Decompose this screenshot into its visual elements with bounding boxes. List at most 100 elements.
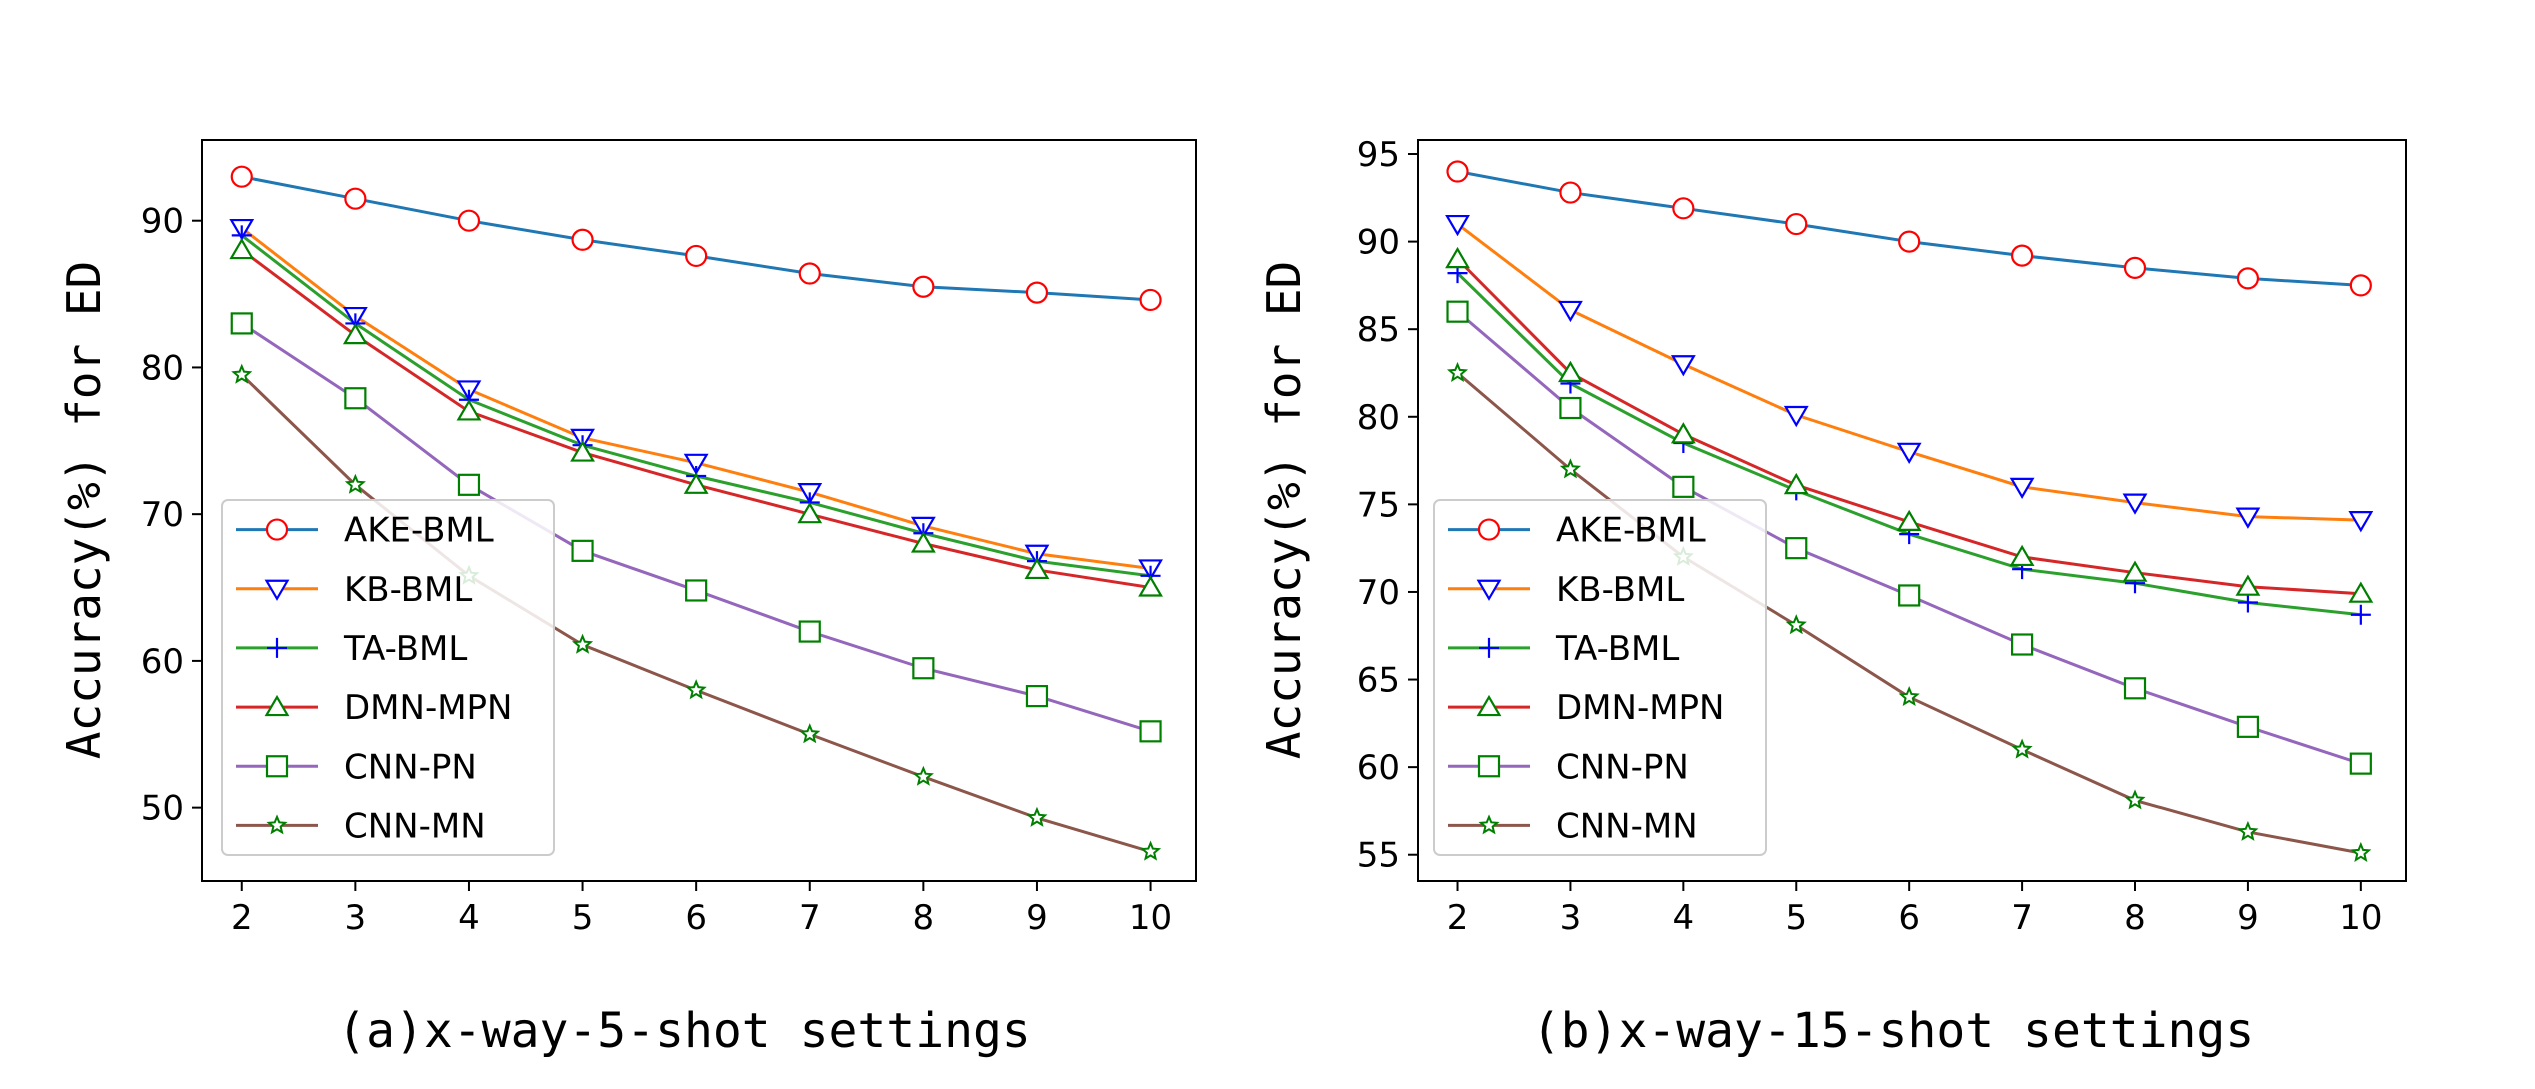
point-cnn-pn-b-2	[1672, 475, 1695, 498]
point-cnn-mn-b-6	[2124, 789, 2146, 810]
point-cnn-mn-a-7	[1026, 806, 1048, 827]
point-kb-bml-b-4	[1896, 442, 1922, 464]
point-ake-bml-a-1	[344, 187, 367, 210]
point-cnn-mn-a-8	[1140, 840, 1162, 861]
legend-label-ake-bml-b: AKE-BML	[1556, 511, 1706, 551]
plot-frame-b	[1417, 139, 2407, 882]
point-dmn-mpn-b-6	[2122, 560, 2148, 582]
x-tick-label-a-8: 10	[1129, 898, 1172, 938]
point-cnn-pn-b-3	[1785, 537, 1808, 560]
point-cnn-mn-b-0	[1446, 361, 1469, 382]
x-tick-label-a-5: 7	[799, 898, 821, 938]
point-cnn-pn-a-0	[230, 312, 253, 335]
plot-markers-a	[229, 165, 1163, 861]
point-ake-bml-a-0	[230, 165, 253, 188]
point-cnn-pn-b-0	[1446, 300, 1469, 323]
point-cnn-mn-a-1	[344, 473, 366, 494]
point-ake-bml-a-4	[685, 244, 708, 268]
point-cnn-mn-b-5	[2011, 738, 2033, 759]
point-ake-bml-a-2	[457, 209, 481, 232]
point-cnn-pn-a-4	[685, 579, 708, 602]
y-tick-label-b-5: 80	[1357, 398, 1400, 438]
y-tick-label-b-3: 70	[1357, 573, 1400, 613]
y-axis-label-a: Accuracy(%) for ED	[57, 261, 111, 760]
point-ake-bml-b-6	[2123, 256, 2147, 279]
point-cnn-mn-a-6	[912, 765, 934, 786]
x-tick-label-a-1: 3	[345, 898, 367, 938]
x-tick-label-b-6: 8	[2124, 898, 2146, 938]
y-tick-label-a-4: 90	[141, 202, 184, 242]
x-tick-label-b-2: 4	[1673, 898, 1695, 938]
point-cnn-pn-a-3	[571, 539, 594, 562]
legend-marker-cnn-mn-b	[1478, 814, 1500, 835]
point-kb-bml-b-1	[1558, 300, 1583, 323]
y-tick-label-b-2: 65	[1357, 661, 1400, 701]
point-cnn-mn-b-7	[2237, 820, 2259, 841]
legend-label-dmn-mpn-b: DMN-MPN	[1556, 688, 1725, 728]
legend-marker-kb-bml-b	[1476, 579, 1502, 601]
point-cnn-mn-b-8	[2350, 841, 2372, 862]
plot-frame-a	[201, 139, 1197, 882]
point-cnn-pn-b-8	[2349, 752, 2372, 775]
y-axis-b: 55 60 65 70 75 80 85 90 95	[1357, 135, 1418, 876]
point-dmn-mpn-a-4	[683, 472, 709, 494]
y-tick-label-b-0: 55	[1357, 836, 1400, 876]
point-dmn-mpn-b-0	[1445, 246, 1470, 269]
point-ake-bml-b-8	[2349, 274, 2372, 297]
point-cnn-pn-b-4	[1898, 584, 1921, 607]
x-tick-label-a-7: 9	[1026, 898, 1048, 938]
chart-panel-a: 2 3 4 5 6 7 8 9 10 50 60 70 80 90 Accuracy(%) for ED…	[57, 139, 1197, 1059]
y-tick-label-b-1: 60	[1357, 748, 1400, 788]
point-ake-bml-b-7	[2236, 267, 2260, 290]
point-cnn-pn-b-5	[2010, 633, 2034, 656]
point-ta-bml-b-8	[2350, 604, 2371, 625]
y-tick-label-b-8: 95	[1357, 135, 1400, 175]
legend-marker-ta-bml-a	[267, 637, 287, 658]
legend-marker-cnn-pn-a	[265, 755, 289, 778]
point-dmn-mpn-a-6	[910, 531, 936, 553]
point-dmn-mpn-b-4	[1896, 509, 1922, 531]
legend-box-a	[221, 499, 555, 856]
point-dmn-mpn-b-1	[1558, 360, 1583, 383]
point-ake-bml-b-0	[1446, 160, 1469, 183]
point-ake-bml-a-3	[571, 228, 594, 251]
x-tick-label-a-6: 8	[913, 898, 935, 938]
x-tick-label-a-3: 5	[572, 898, 594, 938]
y-tick-label-a-3: 80	[141, 348, 184, 388]
point-dmn-mpn-a-5	[797, 501, 823, 524]
legend-marker-dmn-mpn-b	[1476, 694, 1502, 717]
legend-label-cnn-pn-a: CNN-PN	[344, 747, 477, 787]
y-tick-label-b-7: 90	[1357, 223, 1400, 263]
legend-marker-ta-bml-b	[1479, 637, 1499, 658]
chart-panel-b: 2 3 4 5 6 7 8 9 10 55 60 65 70 75 80 85 90 95 Accuracy(%…	[1257, 135, 2407, 1059]
x-axis-a: 2 3 4 5 6 7 8 9 10	[231, 881, 1172, 938]
y-axis-a: 50 60 70 80 90	[141, 202, 202, 829]
legend-label-kb-bml-b: KB-BML	[1556, 570, 1684, 610]
point-cnn-pn-a-7	[1025, 685, 1049, 708]
legend-label-dmn-mpn-a: DMN-MPN	[344, 688, 513, 728]
legend-label-ake-bml-a: AKE-BML	[344, 511, 494, 551]
point-dmn-mpn-b-7	[2235, 574, 2261, 596]
legend-label-cnn-pn-b: CNN-PN	[1556, 747, 1689, 787]
point-cnn-pn-a-8	[1139, 720, 1162, 743]
point-cnn-mn-b-4	[1898, 685, 1920, 707]
point-cnn-mn-b-1	[1559, 458, 1581, 479]
x-axis-b: 2 3 4 5 6 7 8 9 10	[1447, 881, 2382, 938]
point-dmn-mpn-b-8	[2348, 581, 2374, 603]
y-axis-label-b: Accuracy(%) for ED	[1257, 261, 1311, 760]
legend-b: AKE-BML KB-BML TA-BML DMN-MPN CNN-PN CNN-MN	[1433, 499, 1767, 856]
point-kb-bml-b-6	[2122, 493, 2148, 515]
point-ake-bml-b-2	[1672, 197, 1695, 220]
legend-label-cnn-mn-b: CNN-MN	[1556, 806, 1698, 846]
x-tick-label-a-4: 6	[685, 898, 707, 938]
point-cnn-pn-b-7	[2236, 715, 2260, 738]
legend-marker-cnn-mn-a	[266, 814, 288, 835]
x-tick-label-b-3: 5	[1785, 898, 1807, 938]
point-dmn-mpn-a-1	[342, 322, 368, 345]
y-tick-label-a-1: 60	[141, 642, 184, 682]
legend-box-b	[1433, 499, 1767, 856]
point-ake-bml-a-8	[1139, 288, 1162, 312]
y-tick-label-b-4: 75	[1357, 485, 1400, 525]
x-tick-label-b-7: 9	[2237, 898, 2259, 938]
y-tick-label-a-0: 50	[141, 789, 184, 829]
